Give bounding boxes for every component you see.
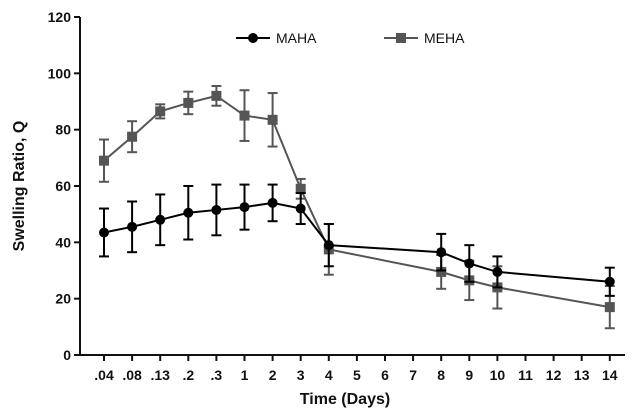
data-point [604,276,615,287]
x-tick-label: 13 [574,367,590,383]
x-tick-label: 4 [325,367,333,383]
x-tick-label: .08 [122,367,142,383]
x-tick-label: 6 [381,367,389,383]
data-point [436,247,447,258]
data-point [267,197,278,208]
series-maha [99,183,615,297]
y-axis-title: Swelling Ratio, Q [11,121,28,252]
x-tick-label: .04 [94,367,114,383]
y-tick-label: 0 [63,347,71,363]
x-tick-label: .3 [211,367,223,383]
x-tick-label: 2 [269,367,277,383]
y-tick-label: 80 [55,122,71,138]
data-point [155,106,166,117]
data-point [99,227,109,238]
legend-item-meha: MEHA [384,30,465,46]
data-point [183,207,194,218]
legend-label: MAHA [276,30,317,46]
data-point [211,90,222,101]
x-tick-label: 7 [409,367,417,383]
x-tick-label: 8 [437,367,445,383]
legend-label: MEHA [424,30,465,46]
data-point [323,240,334,251]
data-point [492,266,503,277]
data-point [295,183,306,194]
data-point [211,204,222,215]
x-axis-title: Time (Days) [300,391,390,408]
legend: MEHA MAHA [236,30,465,46]
x-tick-label: 14 [602,367,618,383]
x-tick-label: 3 [297,367,305,383]
y-tick-label: 40 [55,234,71,250]
y-tick-label: 60 [55,178,71,194]
data-point [239,110,250,121]
legend-marker [248,33,258,43]
data-point [464,258,475,269]
x-tick-label: 11 [518,367,533,383]
series-line-maha [103,201,610,283]
data-point [436,266,447,277]
y-tick-label: 120 [48,9,72,25]
y-tick-label: 100 [48,65,72,81]
x-tick-label: 12 [546,367,562,383]
x-tick-label: .13 [150,367,170,383]
data-point [99,155,109,166]
x-tick-label: 5 [353,367,361,383]
x-tick-label: .2 [182,367,194,383]
data-point [239,202,250,213]
legend-marker [396,33,406,43]
data-point [267,114,278,125]
series-meha [99,85,615,330]
data-point [127,221,138,232]
x-tick-label: 9 [465,367,473,383]
legend-item-maha: MAHA [236,30,317,46]
data-point [295,203,306,214]
x-tick-label: 1 [241,367,249,383]
data-point [127,131,138,142]
data-point [183,97,194,108]
data-point [604,302,615,313]
data-point [155,214,166,225]
x-tick-label: 10 [490,367,506,383]
y-tick-label: 20 [55,291,71,307]
series-layer [99,85,615,330]
